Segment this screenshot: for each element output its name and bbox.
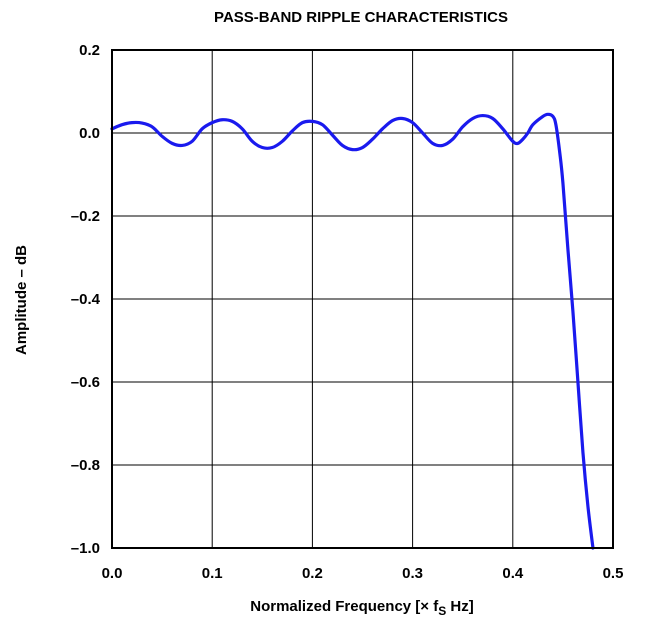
y-tick-label: –0.6: [71, 374, 100, 391]
x-axis-label-subscript: S: [438, 604, 446, 617]
series-layer: [110, 112, 595, 550]
x-tick-label: 0.3: [402, 565, 423, 582]
y-axis-label: Amplitude – dB: [13, 245, 30, 355]
x-tick-label: 0.2: [302, 565, 323, 582]
x-tick-label: 0.4: [502, 565, 524, 582]
y-tick-label: 0.0: [79, 125, 100, 142]
chart-title: PASS-BAND RIPPLE CHARACTERISTICS: [214, 9, 508, 26]
x-tick-label: 0.1: [202, 565, 223, 582]
x-axis-label: Normalized Frequency [× fS Hz]: [250, 598, 473, 617]
x-axis-label-tail: Hz]: [446, 598, 474, 615]
x-tick-label: 0.0: [102, 565, 123, 582]
y-tick-label: –0.4: [71, 291, 101, 308]
y-tick-label: –0.2: [71, 208, 100, 225]
plot-frame: [111, 49, 614, 549]
x-tick-label: 0.5: [603, 565, 624, 582]
x-tick-labels: 0.0 0.1 0.2 0.3 0.4 0.5: [102, 565, 624, 582]
y-tick-label: 0.2: [79, 42, 100, 59]
y-tick-label: –0.8: [71, 457, 100, 474]
y-tick-label: –1.0: [71, 540, 100, 557]
x-axis-label-main: Normalized Frequency [× f: [250, 598, 439, 615]
y-tick-labels: 0.2 0.0 –0.2 –0.4 –0.6 –0.8 –1.0: [71, 42, 101, 557]
grid: [111, 49, 614, 549]
series-line: [110, 112, 595, 550]
